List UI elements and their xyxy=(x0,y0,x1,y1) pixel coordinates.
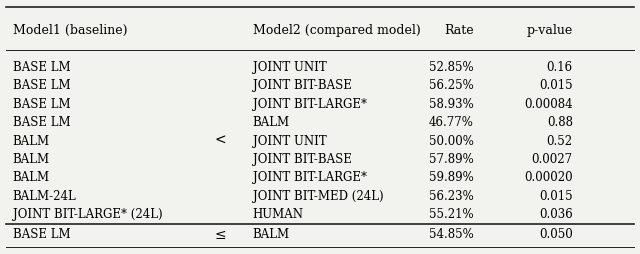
Text: 58.93%: 58.93% xyxy=(429,98,474,110)
Text: JOINT BIT-LARGE* (24L): JOINT BIT-LARGE* (24L) xyxy=(13,207,163,220)
Text: JOINT BIT-BASE: JOINT BIT-BASE xyxy=(253,152,351,165)
Text: BALM: BALM xyxy=(13,134,50,147)
Text: 59.89%: 59.89% xyxy=(429,171,474,183)
Text: JOINT BIT-LARGE*: JOINT BIT-LARGE* xyxy=(253,98,367,110)
Text: BALM: BALM xyxy=(253,116,290,129)
Text: 0.00084: 0.00084 xyxy=(524,98,573,110)
Text: BALM: BALM xyxy=(253,228,290,241)
Text: BASE LM: BASE LM xyxy=(13,116,70,129)
Text: 46.77%: 46.77% xyxy=(429,116,474,129)
Text: 55.21%: 55.21% xyxy=(429,207,474,220)
Text: 0.015: 0.015 xyxy=(539,189,573,202)
Text: 56.25%: 56.25% xyxy=(429,79,474,92)
Text: BASE LM: BASE LM xyxy=(13,61,70,74)
Text: Model1 (baseline): Model1 (baseline) xyxy=(13,24,127,37)
Text: 0.52: 0.52 xyxy=(547,134,573,147)
Text: 0.00020: 0.00020 xyxy=(524,171,573,183)
Text: HUMAN: HUMAN xyxy=(253,207,304,220)
Text: JOINT BIT-BASE: JOINT BIT-BASE xyxy=(253,79,351,92)
Text: JOINT UNIT: JOINT UNIT xyxy=(253,61,326,74)
Text: BASE LM: BASE LM xyxy=(13,98,70,110)
Text: Rate: Rate xyxy=(444,24,474,37)
Text: JOINT BIT-LARGE*: JOINT BIT-LARGE* xyxy=(253,171,367,183)
Text: Model2 (compared model): Model2 (compared model) xyxy=(253,24,420,37)
Text: 0.036: 0.036 xyxy=(539,207,573,220)
Text: 52.85%: 52.85% xyxy=(429,61,474,74)
Text: 0.015: 0.015 xyxy=(539,79,573,92)
Text: BALM: BALM xyxy=(13,171,50,183)
Text: 0.050: 0.050 xyxy=(539,228,573,241)
Text: JOINT UNIT: JOINT UNIT xyxy=(253,134,326,147)
Text: 54.85%: 54.85% xyxy=(429,228,474,241)
Text: 57.89%: 57.89% xyxy=(429,152,474,165)
Text: 50.00%: 50.00% xyxy=(429,134,474,147)
Text: JOINT BIT-MED (24L): JOINT BIT-MED (24L) xyxy=(253,189,383,202)
Text: <: < xyxy=(215,134,227,147)
Text: 0.0027: 0.0027 xyxy=(532,152,573,165)
Text: BALM-24L: BALM-24L xyxy=(13,189,77,202)
Text: ≤: ≤ xyxy=(215,227,227,241)
Text: 0.16: 0.16 xyxy=(547,61,573,74)
Text: 0.88: 0.88 xyxy=(547,116,573,129)
Text: 56.23%: 56.23% xyxy=(429,189,474,202)
Text: p-value: p-value xyxy=(527,24,573,37)
Text: BASE LM: BASE LM xyxy=(13,228,70,241)
Text: BASE LM: BASE LM xyxy=(13,79,70,92)
Text: BALM: BALM xyxy=(13,152,50,165)
